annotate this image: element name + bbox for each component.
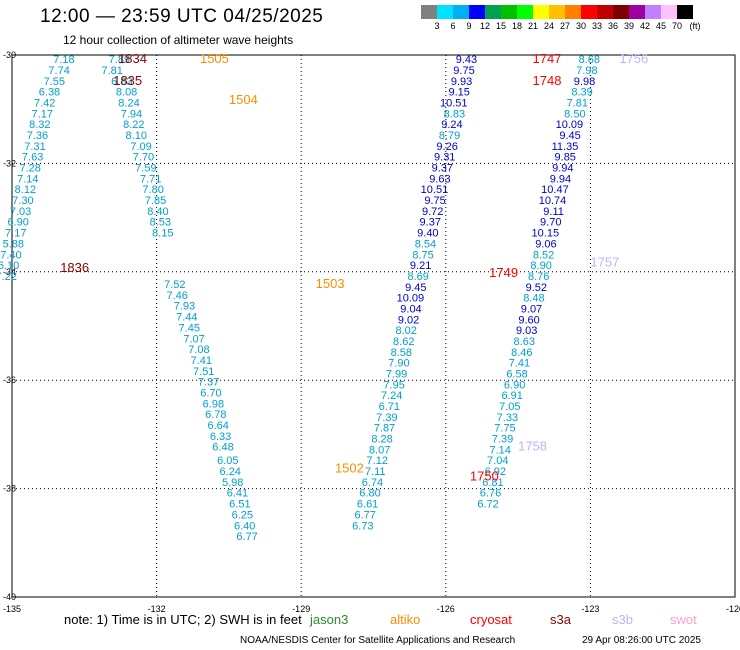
- wave-height-value: 6.77: [236, 531, 257, 543]
- y-tick-label: -40: [3, 592, 16, 602]
- wave-height-value: 8.15: [152, 228, 173, 240]
- y-tick-label: -38: [3, 484, 16, 494]
- track-time-label: 1747: [533, 51, 562, 66]
- track-time-label: 1750: [470, 468, 499, 483]
- track-time-label: 1836: [60, 260, 89, 275]
- track-time-label: 1503: [316, 276, 345, 291]
- x-tick-label: -126: [437, 604, 455, 614]
- satellite-legend-cryosat: cryosat: [470, 612, 512, 627]
- track-time-label: 1748: [533, 73, 562, 88]
- track-time-label: 1835: [113, 73, 142, 88]
- track-time-label: 1834: [118, 51, 147, 66]
- track-time-label: 1756: [619, 51, 648, 66]
- track-time-label: 1505: [200, 51, 229, 66]
- y-tick-label: -36: [3, 375, 16, 385]
- satellite-legend-altiko: altiko: [390, 612, 420, 627]
- wave-height-value: 6.72: [477, 499, 498, 511]
- wave-height-value: 6.73: [352, 520, 373, 532]
- satellite-legend-s3b: s3b: [612, 612, 633, 627]
- x-tick-label: -123: [581, 604, 599, 614]
- x-tick-label: -135: [3, 604, 21, 614]
- y-tick-label: -30: [3, 50, 16, 60]
- wave-height-value: 6.48: [212, 442, 233, 454]
- y-tick-label: -32: [3, 158, 16, 168]
- credit-text: NOAA/NESDIS Center for Satellite Applica…: [240, 635, 515, 646]
- track-time-label: 1758: [518, 439, 547, 454]
- timestamp-text: 29 Apr 08:26:00 UTC 2025: [582, 635, 701, 646]
- track-time-label: 1502: [335, 460, 364, 475]
- satellite-legend-swot: swot: [670, 612, 697, 627]
- satellite-legend-jason3: jason3: [310, 612, 348, 627]
- x-tick-label: -120: [726, 604, 740, 614]
- track-time-label: 1757: [590, 254, 619, 269]
- track-time-label: 1749: [489, 265, 518, 280]
- satellite-legend-s3a: s3a: [550, 612, 571, 627]
- footer-note: note: 1) Time is in UTC; 2) SWH is in fe…: [64, 612, 302, 627]
- track-time-label: 1504: [229, 92, 258, 107]
- wave-height-value: 7.22: [0, 271, 17, 283]
